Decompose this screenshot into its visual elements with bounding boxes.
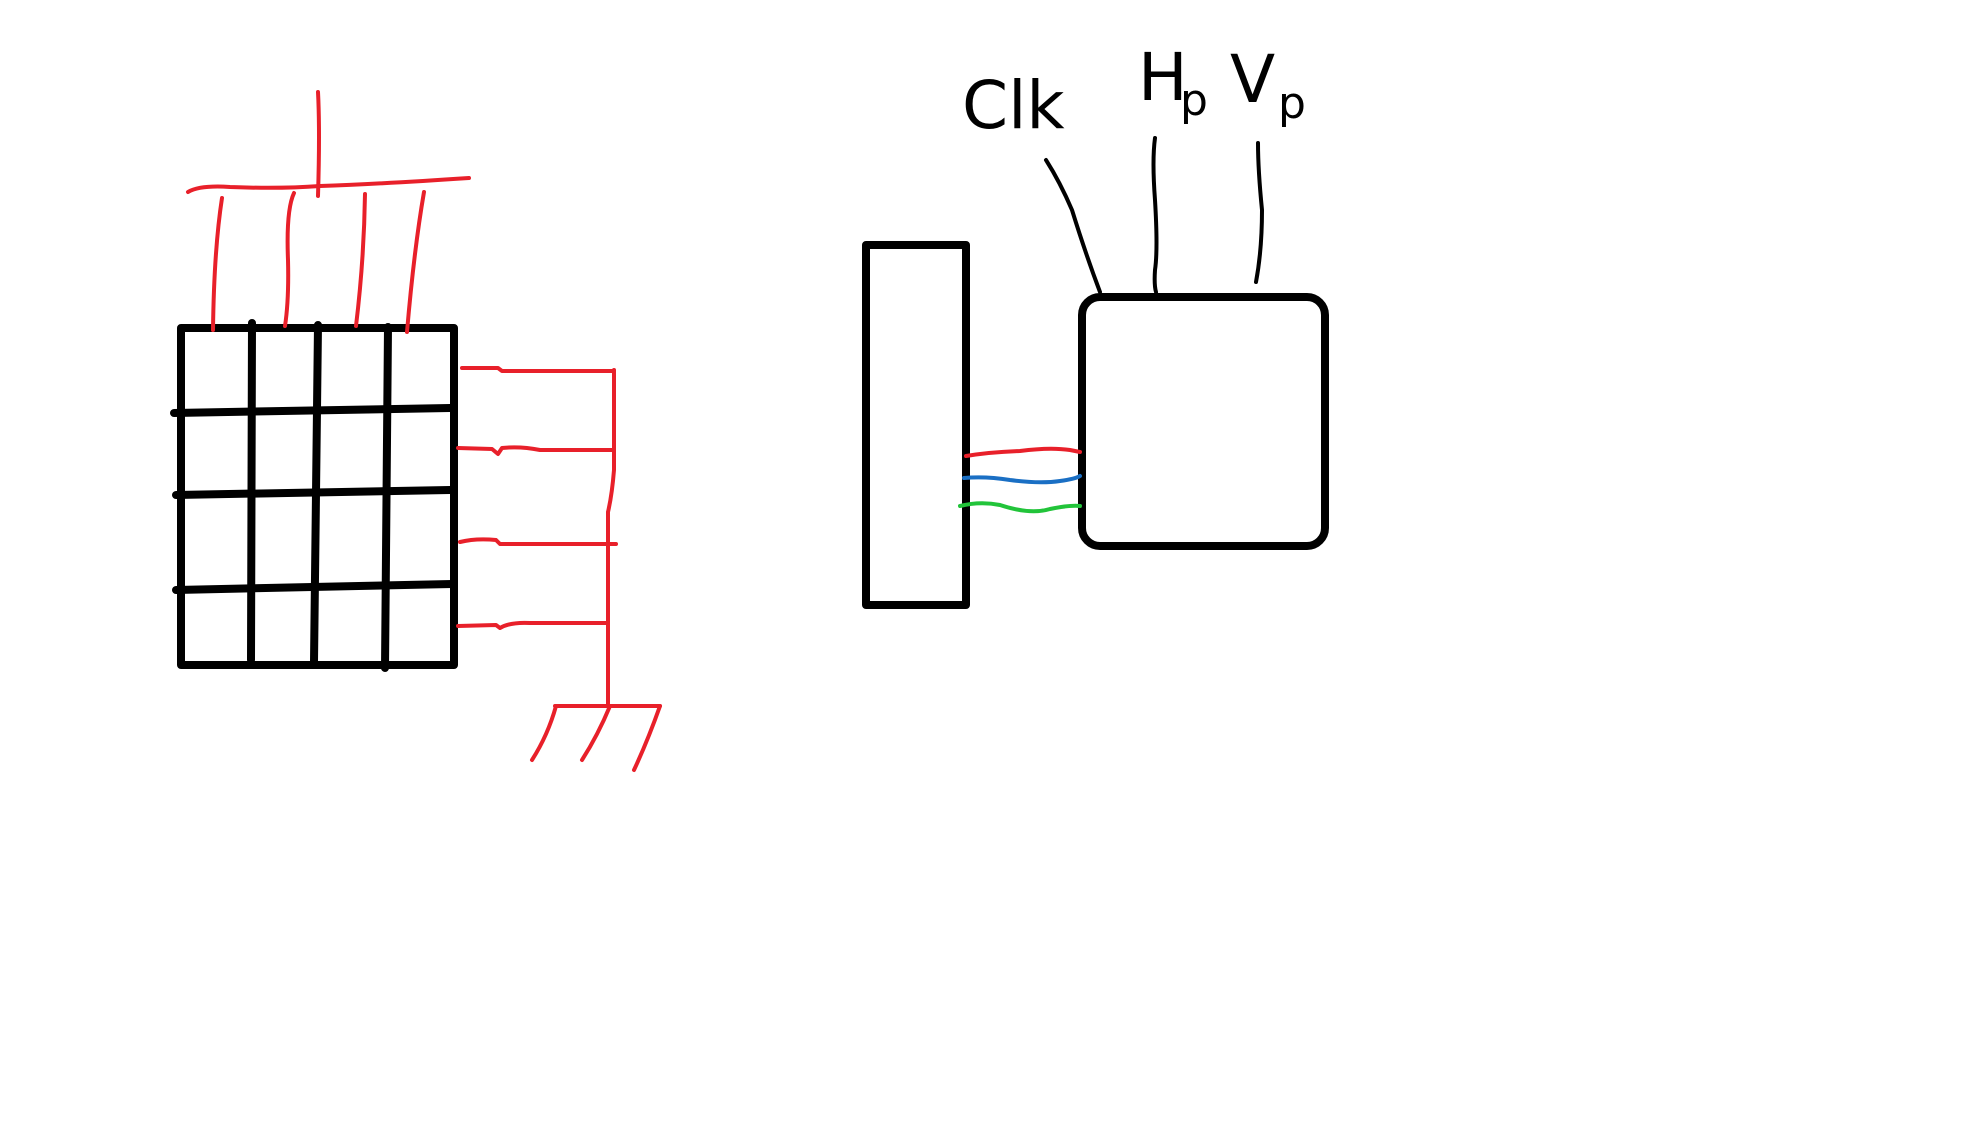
ground-tick-3 [632, 704, 662, 772]
chip-block [1078, 293, 1329, 550]
hp-label-main: H [1138, 39, 1188, 116]
vp-label-main: V [1230, 41, 1275, 118]
top-bus-stem [316, 90, 321, 198]
row-wire-2 [456, 445, 616, 456]
blue-signal-wire [962, 474, 1082, 485]
hp-label-sub: p [1180, 75, 1208, 126]
keypad-row-line-1 [170, 404, 454, 417]
green-signal-wire [958, 501, 1082, 514]
keypad-col-line-3 [381, 323, 392, 672]
signal-wires [958, 446, 1082, 514]
row-wire-4 [456, 620, 610, 630]
ground-tick-2 [580, 704, 612, 762]
column-wires [186, 90, 471, 334]
vp-lead [1254, 141, 1264, 284]
red-signal-wire [964, 446, 1082, 458]
row-wire-3 [458, 537, 618, 546]
row-bus-line [606, 368, 616, 706]
connector-block [862, 241, 970, 609]
ground-symbol-icon [530, 704, 662, 772]
row-wire-1 [460, 366, 616, 373]
chip-input-leads [1044, 136, 1264, 294]
col-wire-3 [354, 192, 367, 328]
col-wire-2 [283, 191, 296, 328]
col-wire-1 [211, 196, 224, 332]
hp-lead [1151, 136, 1159, 294]
keypad-grid [170, 319, 458, 672]
top-bus-line [186, 176, 471, 194]
row-wires [456, 366, 618, 706]
input-labels: Clk H p V p [962, 39, 1306, 144]
keypad-row-line-3 [172, 580, 456, 594]
ground-tick-1 [530, 704, 558, 762]
vp-label-sub: p [1278, 78, 1306, 129]
clk-label: Clk [962, 67, 1065, 144]
clk-lead [1044, 158, 1102, 294]
col-wire-4 [405, 190, 426, 334]
keypad-row-line-2 [172, 486, 454, 499]
